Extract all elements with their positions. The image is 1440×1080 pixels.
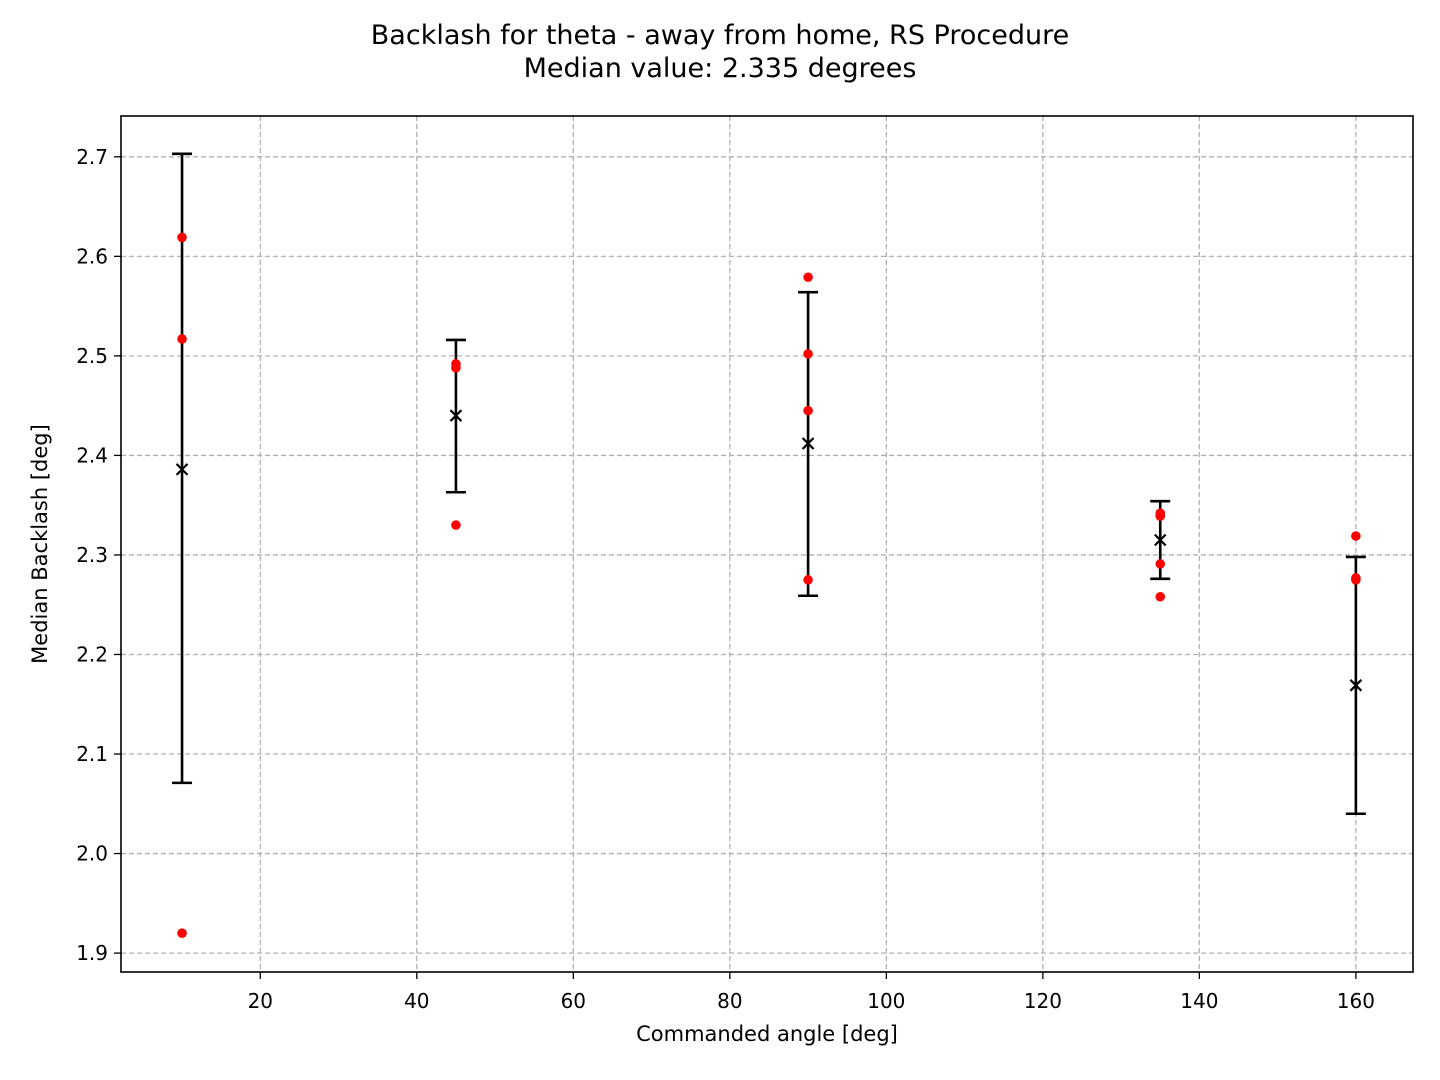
y-tick-label: 2.7 xyxy=(76,145,108,169)
y-tick-label: 2.5 xyxy=(76,344,108,368)
data-point xyxy=(803,349,813,359)
y-tick-label: 2.3 xyxy=(76,543,108,567)
data-point xyxy=(1155,511,1166,521)
data-point xyxy=(177,232,187,243)
axis-ticks: 20 40 60 80 100 120 140 160 1.9 2.0 2.1 2.2 2.3 2.4 2.… xyxy=(76,145,1375,1013)
y-axis-label: Median Backlash [deg] xyxy=(28,424,52,664)
plot-data xyxy=(172,152,1366,938)
grid xyxy=(121,116,1413,972)
data-point xyxy=(803,405,813,416)
mean-marker xyxy=(175,463,189,476)
mean-marker xyxy=(801,437,815,450)
y-tick-label: 2.1 xyxy=(76,742,108,766)
y-tick-label: 2.4 xyxy=(76,443,108,467)
data-point xyxy=(803,575,813,585)
y-tick-label: 2.0 xyxy=(76,842,108,866)
x-tick-label: 160 xyxy=(1337,989,1375,1013)
x-tick-label: 120 xyxy=(1024,989,1062,1013)
data-point xyxy=(1351,575,1361,585)
x-tick-label: 40 xyxy=(404,989,429,1013)
x-tick-label: 140 xyxy=(1180,989,1218,1013)
data-point xyxy=(1351,531,1361,541)
mean-marker xyxy=(1153,533,1167,547)
plot-frame xyxy=(120,115,1414,973)
y-tick-label: 2.6 xyxy=(76,244,108,268)
data-point xyxy=(1155,591,1166,602)
data-point xyxy=(451,363,461,373)
mean-marker xyxy=(449,409,463,422)
x-tick-label: 60 xyxy=(561,989,586,1013)
chart-subtitle: Median value: 2.335 degrees xyxy=(524,53,917,84)
mean-marker xyxy=(1349,679,1363,692)
data-point xyxy=(1155,559,1166,569)
x-tick-label: 20 xyxy=(248,989,273,1013)
y-tick-label: 1.9 xyxy=(76,941,108,965)
x-tick-label: 80 xyxy=(717,989,742,1013)
data-point xyxy=(177,334,187,344)
data-point xyxy=(177,928,187,938)
data-point xyxy=(451,520,461,530)
chart-title: Backlash for theta - away from home, RS … xyxy=(371,20,1069,51)
x-tick-label: 100 xyxy=(867,989,905,1013)
x-axis-label: Commanded angle [deg] xyxy=(636,1022,898,1046)
y-tick-label: 2.2 xyxy=(76,642,108,666)
data-point xyxy=(803,272,813,283)
